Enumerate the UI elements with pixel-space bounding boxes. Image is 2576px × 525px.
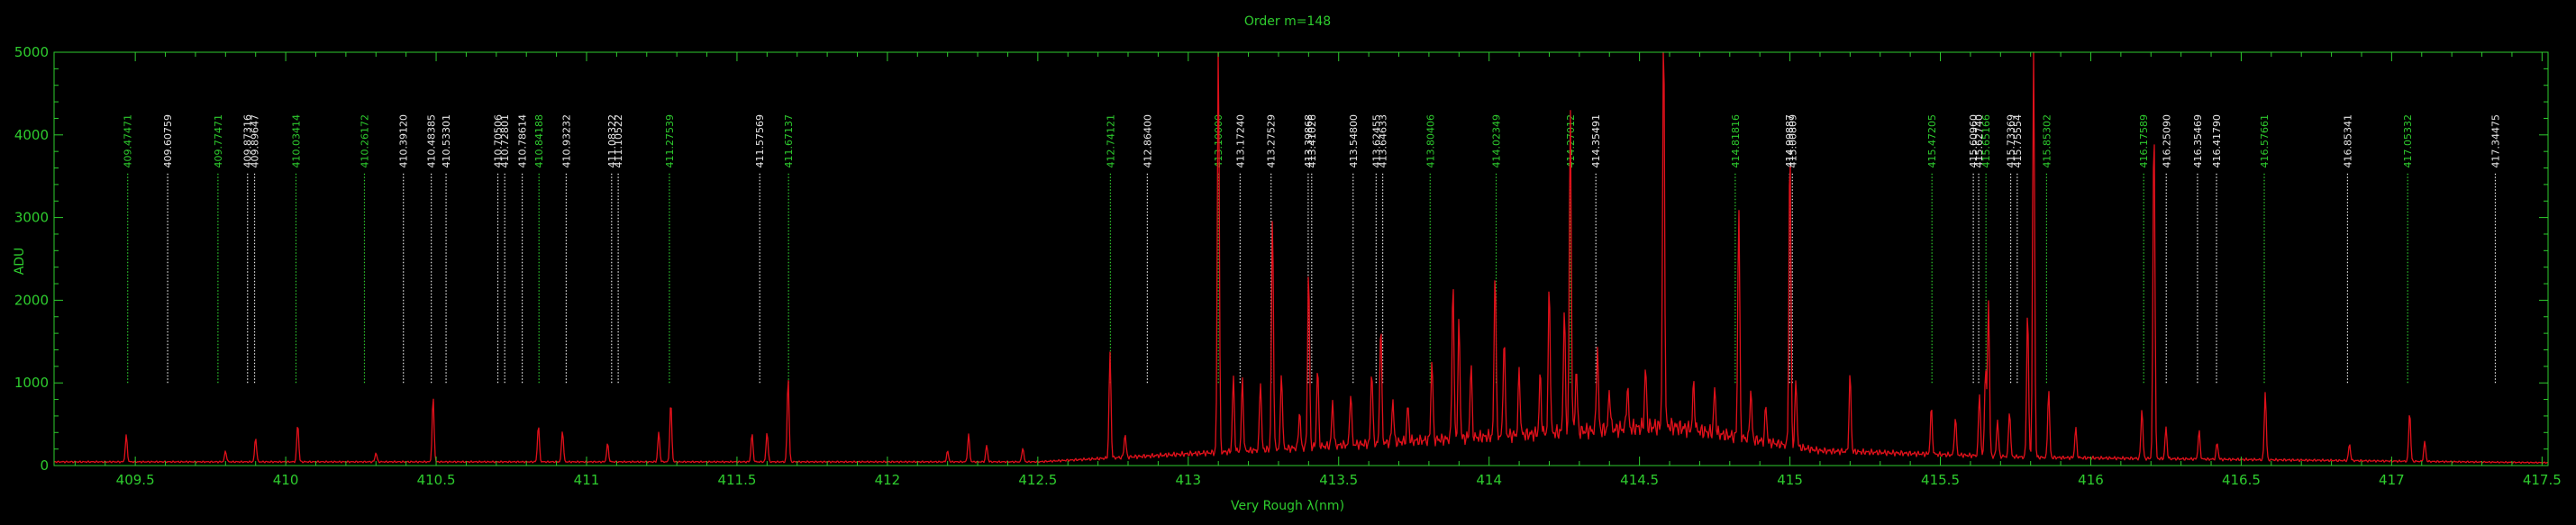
line-id-label: 409.60759 <box>162 114 174 168</box>
line-id-label: 416.17589 <box>2138 114 2150 168</box>
line-id-label: 415.65166 <box>1980 114 1992 168</box>
x-axis-label: Very Rough λ(nm) <box>1231 499 1344 513</box>
y-tick-label: 3000 <box>14 210 49 226</box>
line-id-label: 413.62455 <box>1370 114 1382 168</box>
line-id-label: 416.41790 <box>2211 114 2223 168</box>
y-tick-label: 0 <box>40 457 49 474</box>
y-tick-label: 4000 <box>14 127 49 143</box>
y-axis: 0 1000 2000 3000 4000 5000 <box>14 44 2548 474</box>
line-id-label: 411.08322 <box>606 114 618 168</box>
line-id-label: 414.02349 <box>1491 114 1503 168</box>
line-id-label: 409.87316 <box>242 114 254 168</box>
line-id-markers: 409.47471 409.60759 409.77471 409.87316409.… <box>123 114 2501 384</box>
y-tick-label: 5000 <box>14 44 49 60</box>
line-id-label: 410.78614 <box>517 114 529 168</box>
line-id-label: 414.35491 <box>1590 114 1602 168</box>
y-tick-label: 2000 <box>14 292 49 308</box>
x-tick-label: 413 <box>1175 472 1201 488</box>
line-id-label: 413.27529 <box>1266 114 1278 168</box>
x-tick-label: 412 <box>875 472 901 488</box>
line-id-label: 413.39868 <box>1303 114 1315 168</box>
line-id-label: 415.62740 <box>1973 114 1985 168</box>
line-id-label: 416.25090 <box>2161 114 2172 168</box>
line-id-label: 410.84188 <box>533 114 545 168</box>
line-id-label: 415.00809 <box>1787 114 1798 168</box>
x-axis: 409.5 410 410.5 411 411.5 412 412.5 413 413.5 414… <box>74 52 2562 488</box>
line-id-label: 415.75554 <box>2012 114 2024 168</box>
line-id-label: 415.85302 <box>2041 114 2053 168</box>
chart-title: Order m=148 <box>1244 14 1331 29</box>
line-id-label: 412.86400 <box>1142 114 1153 168</box>
line-id-label: 411.27539 <box>664 114 676 168</box>
line-id-label: 414.99887 <box>1784 114 1796 168</box>
line-id-label: 415.47205 <box>1926 114 1938 168</box>
line-id-label: 410.39120 <box>398 114 410 168</box>
line-id-label: 413.64633 <box>1378 114 1389 168</box>
x-tick-label: 413.5 <box>1319 472 1358 488</box>
line-id-label: 413.17240 <box>1234 114 1246 168</box>
line-id-label: 412.74121 <box>1105 114 1116 168</box>
x-tick-label: 414.5 <box>1620 472 1659 488</box>
line-id-label: 416.85341 <box>2342 114 2353 168</box>
x-tick-label: 417 <box>2379 472 2405 488</box>
line-id-label: 410.70506 <box>493 114 505 168</box>
x-tick-label: 411 <box>574 472 600 488</box>
line-id-label: 415.73369 <box>2006 114 2017 168</box>
line-id-label: 410.53301 <box>441 114 452 168</box>
x-tick-label: 415.5 <box>1921 472 1960 488</box>
line-id-label: 409.77471 <box>213 114 224 168</box>
line-id-label: 411.10522 <box>613 114 624 168</box>
spectrum-line <box>53 51 2549 465</box>
line-id-label: 413.54800 <box>1348 114 1360 168</box>
line-id-label: 415.60960 <box>1968 114 1980 168</box>
line-id-label: 410.03414 <box>290 114 302 168</box>
x-tick-label: 412.5 <box>1018 472 1057 488</box>
line-id-label: 411.57569 <box>754 114 766 168</box>
y-tick-label: 1000 <box>14 375 49 391</box>
x-tick-label: 416 <box>2078 472 2104 488</box>
line-id-label: 409.47471 <box>123 114 134 168</box>
line-id-label: 417.05332 <box>2402 114 2414 168</box>
line-id-label: 411.67137 <box>783 114 795 168</box>
x-tick-label: 415 <box>1777 472 1803 488</box>
plot-frame <box>53 51 2549 466</box>
x-tick-label: 416.5 <box>2222 472 2261 488</box>
x-tick-label: 417.5 <box>2523 472 2562 488</box>
x-tick-label: 409.5 <box>116 472 155 488</box>
x-tick-label: 411.5 <box>717 472 756 488</box>
line-id-label: 413.80406 <box>1425 114 1436 168</box>
line-id-label: 416.57661 <box>2259 114 2271 168</box>
line-id-label: 409.89647 <box>250 114 261 168</box>
x-tick-label: 414 <box>1476 472 1502 488</box>
line-id-label: 413.41026 <box>1306 114 1318 168</box>
line-id-label: 417.34475 <box>2490 114 2501 168</box>
line-id-label: 414.81816 <box>1730 114 1742 168</box>
x-tick-label: 410.5 <box>417 472 456 488</box>
line-id-label: 410.93232 <box>560 114 572 168</box>
spectrum-series <box>53 51 2549 465</box>
line-id-label: 410.26172 <box>359 114 370 168</box>
y-axis-label: ADU <box>13 248 27 276</box>
line-id-label: 410.72801 <box>499 114 511 168</box>
line-id-label: 410.48385 <box>426 114 438 168</box>
line-id-label: 416.35469 <box>2192 114 2204 168</box>
x-tick-label: 410 <box>273 472 299 488</box>
